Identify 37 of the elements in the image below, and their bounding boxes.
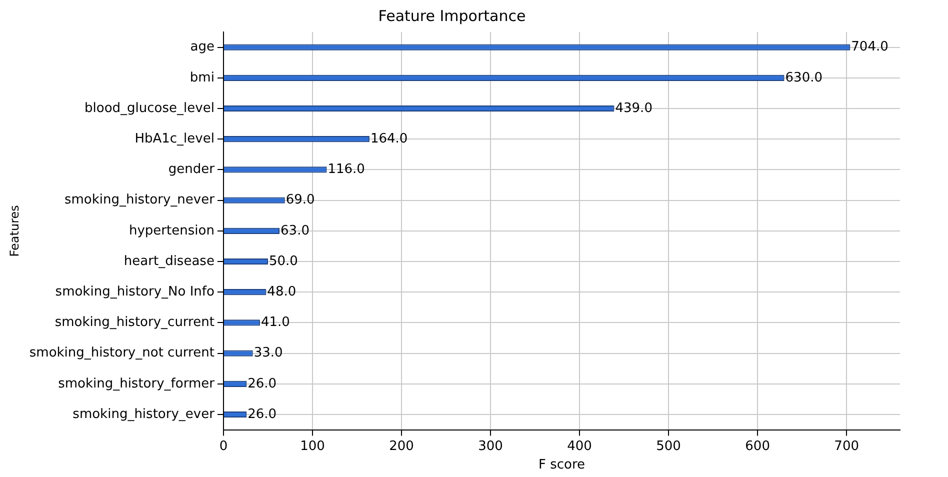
data-label: 630.0 [785,70,822,86]
y-tick-label: blood_glucose_level [84,100,214,116]
data-label: 26.0 [248,406,277,422]
y-tick-label: smoking_history_ever [72,406,216,422]
y-tick-label: smoking_history_former [58,376,216,392]
y-axis-title: Features [7,205,22,257]
x-tick-label: 300 [478,438,503,454]
x-tick-label: 400 [567,438,592,454]
data-label: 63.0 [280,223,310,238]
data-label: 50.0 [268,254,298,269]
x-tick-label: 200 [389,438,414,454]
data-label: 26.0 [248,376,277,392]
y-tick-label: gender [168,162,216,178]
data-label: 704.0 [851,40,888,55]
x-tick-label: 0 [219,438,228,454]
chart-title: Feature Importance [378,6,526,25]
x-tick-label: 700 [834,438,860,454]
y-tick-label: smoking_history_not current [29,346,214,361]
data-label: 41.0 [260,315,290,330]
x-axis-title: F score [538,458,585,473]
y-tick-label: smoking_history_No Info [55,284,214,300]
x-tick-label: 100 [300,438,325,454]
x-tick-label: 500 [656,438,681,454]
data-label: 33.0 [254,346,283,361]
y-tick-label: heart_disease [124,254,214,269]
y-tick-label: smoking_history_current [54,315,214,330]
y-tick-label: hypertension [129,223,214,238]
data-label: 116.0 [328,162,365,178]
x-tick-label: 600 [745,438,770,454]
y-tick-label: bmi [190,70,214,86]
y-tick-label: HbA1c_level [134,131,214,146]
y-tick-label: smoking_history_never [64,192,216,208]
y-tick-label: age [190,40,214,55]
data-label: 69.0 [286,192,315,208]
data-label: 164.0 [370,131,408,146]
data-label: 439.0 [615,100,652,116]
data-label: 48.0 [267,284,296,300]
